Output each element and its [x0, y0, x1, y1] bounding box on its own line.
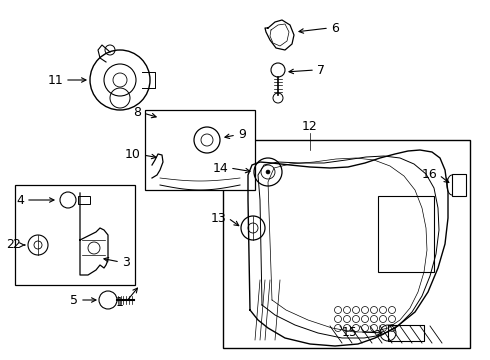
Text: 13: 13	[210, 211, 226, 225]
Bar	[223, 140, 470, 348]
Circle shape	[266, 170, 270, 174]
Text: 2: 2	[12, 238, 20, 252]
Text: 4: 4	[16, 194, 24, 207]
Text: 2: 2	[6, 238, 14, 252]
Text: 11: 11	[47, 73, 63, 86]
Bar	[15, 185, 135, 285]
Text: 7: 7	[317, 63, 325, 77]
Text: 14: 14	[212, 162, 228, 175]
Text: 1: 1	[116, 296, 124, 309]
Text: 3: 3	[122, 256, 130, 269]
Text: 10: 10	[125, 148, 141, 162]
Text: 6: 6	[331, 22, 339, 35]
Text: 12: 12	[302, 120, 318, 133]
Bar	[452, 174, 466, 196]
Text: 8: 8	[133, 107, 141, 120]
Bar	[145, 110, 255, 190]
Bar	[78, 196, 90, 204]
Bar	[388, 325, 424, 341]
Text: 9: 9	[238, 129, 246, 141]
Text: 16: 16	[421, 168, 437, 181]
Text: 5: 5	[70, 293, 78, 306]
Text: 15: 15	[342, 325, 358, 338]
Bar	[378, 196, 434, 272]
